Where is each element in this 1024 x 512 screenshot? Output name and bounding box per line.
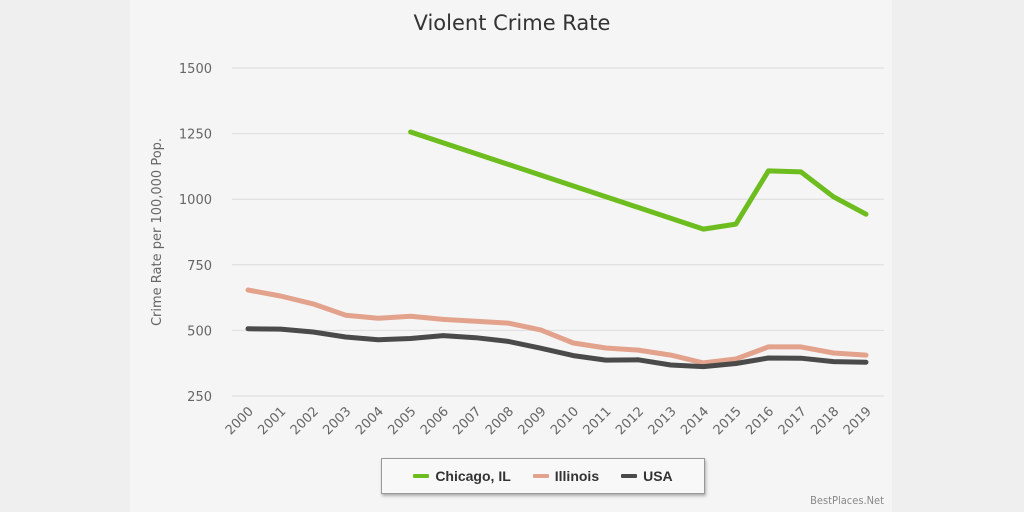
y-tick-label: 1500	[179, 62, 212, 77]
x-tick-label: 2006	[418, 404, 452, 438]
x-tick-label: 2018	[808, 404, 842, 438]
x-tick-label: 2003	[320, 404, 354, 438]
legend-item-chicago[interactable]: Chicago, IL	[413, 468, 511, 484]
series-line-usa	[245, 326, 869, 370]
legend-item-usa[interactable]: USA	[621, 468, 673, 484]
legend-swatch	[413, 474, 430, 478]
legend-item-illinois[interactable]: Illinois	[532, 468, 600, 484]
legend-swatch	[532, 474, 549, 478]
x-tick-label: 2000	[223, 404, 257, 438]
y-tick-label: 250	[187, 390, 212, 405]
x-tick-label: 2011	[581, 404, 615, 438]
x-tick-label: 2004	[353, 404, 387, 438]
x-tick-label: 2014	[678, 404, 712, 438]
y-tick-label: 500	[187, 324, 212, 339]
y-axis-label: Crime Rate per 100,000 Pop.	[150, 138, 165, 326]
legend-swatch	[621, 474, 638, 478]
x-tick-label: 2007	[451, 404, 485, 438]
legend-label: USA	[643, 468, 673, 484]
x-tick-label: 2017	[776, 404, 810, 438]
legend-label: Illinois	[554, 468, 600, 484]
y-tick-label: 1000	[179, 193, 212, 208]
legend-label: Chicago, IL	[435, 468, 511, 484]
x-tick-label: 2009	[516, 404, 550, 438]
x-tick-label: 2013	[646, 404, 680, 438]
y-tick-label: 750	[187, 259, 212, 274]
x-tick-label: 2002	[288, 404, 322, 438]
x-tick-label: 2016	[743, 404, 777, 438]
x-tick-label: 2019	[841, 404, 875, 438]
legend: Chicago, IL Illinois USA	[381, 458, 705, 494]
y-tick-label: 1250	[179, 128, 212, 143]
x-tick-label: 2008	[483, 404, 517, 438]
chart-title: Violent Crime Rate	[414, 11, 611, 35]
x-tick-label: 2010	[548, 404, 582, 438]
x-tick-label: 2012	[613, 404, 647, 438]
chart-card	[130, 0, 892, 512]
credit-link[interactable]: BestPlaces.Net	[810, 494, 884, 507]
x-tick-label: 2001	[255, 404, 289, 438]
series-line-chicago-il	[408, 129, 869, 232]
x-tick-label: 2005	[385, 404, 419, 438]
series-line-illinois	[245, 287, 869, 366]
x-tick-label: 2015	[711, 404, 745, 438]
